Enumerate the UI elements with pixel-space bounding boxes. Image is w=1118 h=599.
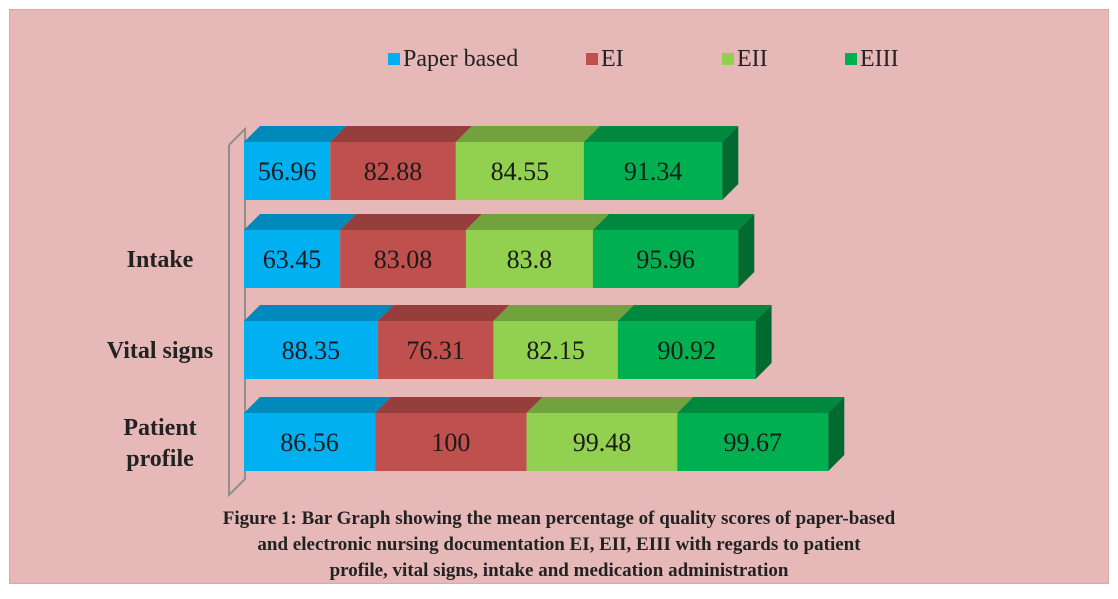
axis-wall-outline	[228, 126, 246, 498]
data-label: 82.15	[526, 336, 585, 365]
caption-line: and electronic nursing documentation EI,…	[257, 534, 861, 555]
data-label: 99.67	[724, 428, 783, 457]
category-label: Intake	[127, 247, 194, 273]
bar-front-face	[677, 413, 829, 471]
bar-side-face	[738, 214, 755, 288]
bar-front-face	[465, 230, 593, 288]
data-label: 91.34	[624, 157, 683, 186]
bar-front-face	[244, 142, 331, 200]
bar-segment: 86.56	[244, 397, 392, 471]
bar-top-face	[465, 214, 609, 230]
bar-segment: 95.96	[592, 214, 755, 288]
bar-side-face	[722, 126, 739, 200]
legend-label: EI	[601, 46, 624, 72]
bar-segment: 83.08	[340, 214, 482, 288]
data-label: 84.55	[491, 157, 550, 186]
bar-segment: 99.67	[677, 397, 845, 471]
bar-top-face	[617, 305, 772, 321]
legend-swatch	[586, 53, 598, 65]
bar-front-face	[244, 321, 378, 379]
chart-background	[10, 10, 1108, 583]
bar-front-face	[377, 321, 494, 379]
bar-segment: 82.15	[493, 305, 634, 379]
data-label: 83.8	[507, 245, 553, 274]
bar-top-face	[493, 305, 634, 321]
bar-front-face	[617, 321, 756, 379]
bar-front-face	[330, 142, 456, 200]
data-label: 95.96	[636, 245, 695, 274]
legend-label: Paper based	[403, 46, 518, 72]
bar-top-face	[377, 305, 510, 321]
bar-top-face	[340, 214, 482, 230]
bar-front-face	[244, 413, 376, 471]
data-label: 83.08	[374, 245, 433, 274]
bar-top-face	[244, 214, 357, 230]
category-labels: Intake Vital signs Patient profile	[107, 247, 213, 472]
bar-front-face	[526, 413, 678, 471]
bar-segment: 82.88	[330, 126, 472, 200]
legend-label: EIII	[860, 46, 899, 72]
data-label: 90.92	[657, 336, 716, 365]
data-label: 63.45	[263, 245, 322, 274]
bar-top-face	[244, 397, 392, 413]
data-label: 88.35	[282, 336, 341, 365]
figure-caption: Figure 1: Bar Graph showing the mean per…	[0, 506, 1118, 584]
legend-item: EIII	[845, 46, 899, 72]
legend-swatch	[388, 53, 400, 65]
legend: Paper based EI EII EIII	[388, 46, 899, 72]
bar-segment: 56.96	[244, 126, 347, 200]
bar-segment: 84.55	[455, 126, 600, 200]
bar-top-face	[375, 397, 543, 413]
bar-side-face	[828, 397, 845, 471]
bar-top-face	[244, 126, 347, 142]
bars: 56.96 82.88 84.55 91.34 63.45 83.08 83.8 95.96 8…	[244, 126, 845, 471]
category-label: Patient profile	[123, 415, 196, 472]
data-label: 56.96	[258, 157, 317, 186]
bar-segment: 99.48	[526, 397, 694, 471]
bar-front-face	[592, 230, 739, 288]
caption-line: Figure 1: Bar Graph showing the mean per…	[222, 508, 896, 529]
category-label: Vital signs	[107, 338, 213, 364]
bar-top-face	[677, 397, 845, 413]
bar-segment: 88.35	[244, 305, 394, 379]
legend-swatch	[722, 53, 734, 65]
legend-label: EII	[737, 46, 768, 72]
bar-top-face	[583, 126, 739, 142]
data-label: 86.56	[280, 428, 339, 457]
data-label: 99.48	[573, 428, 632, 457]
bar-segment: 83.8	[465, 214, 609, 288]
bar-top-face	[526, 397, 694, 413]
bar-segment: 63.45	[244, 214, 357, 288]
legend-item: EII	[722, 46, 768, 72]
bar-front-face	[493, 321, 618, 379]
data-label: 82.88	[364, 157, 423, 186]
caption-line: profile, vital signs, intake and medicat…	[329, 560, 789, 581]
bar-front-face	[375, 413, 527, 471]
legend-item: Paper based	[388, 46, 518, 72]
data-label: 76.31	[406, 336, 465, 365]
bar-segment: 100	[375, 397, 543, 471]
legend-swatch	[845, 53, 857, 65]
bar-front-face	[244, 230, 341, 288]
bar-side-face	[755, 305, 772, 379]
bar-top-face	[592, 214, 755, 230]
bar-front-face	[583, 142, 723, 200]
bar-segment: 91.34	[583, 126, 739, 200]
bar-segment: 90.92	[617, 305, 772, 379]
data-label: 100	[431, 428, 470, 457]
axis-wall	[228, 126, 246, 498]
bar-top-face	[455, 126, 600, 142]
legend-item: EI	[586, 46, 624, 72]
bar-top-face	[330, 126, 472, 142]
bar-front-face	[455, 142, 584, 200]
bar-top-face	[244, 305, 394, 321]
bar-segment: 76.31	[377, 305, 510, 379]
bar-front-face	[340, 230, 466, 288]
